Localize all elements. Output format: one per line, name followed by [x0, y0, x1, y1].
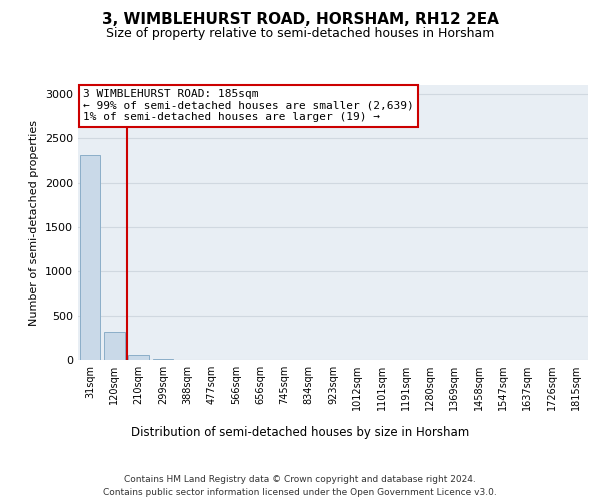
Text: Distribution of semi-detached houses by size in Horsham: Distribution of semi-detached houses by … — [131, 426, 469, 439]
Text: Contains public sector information licensed under the Open Government Licence v3: Contains public sector information licen… — [103, 488, 497, 497]
Bar — [80, 155, 100, 360]
Bar — [128, 355, 149, 360]
Bar — [104, 332, 125, 360]
Text: Size of property relative to semi-detached houses in Horsham: Size of property relative to semi-detach… — [106, 28, 494, 40]
Text: 3, WIMBLEHURST ROAD, HORSHAM, RH12 2EA: 3, WIMBLEHURST ROAD, HORSHAM, RH12 2EA — [101, 12, 499, 28]
Text: Contains HM Land Registry data © Crown copyright and database right 2024.: Contains HM Land Registry data © Crown c… — [124, 476, 476, 484]
Text: 3 WIMBLEHURST ROAD: 185sqm
← 99% of semi-detached houses are smaller (2,639)
1% : 3 WIMBLEHURST ROAD: 185sqm ← 99% of semi… — [83, 89, 414, 122]
Y-axis label: Number of semi-detached properties: Number of semi-detached properties — [29, 120, 40, 326]
